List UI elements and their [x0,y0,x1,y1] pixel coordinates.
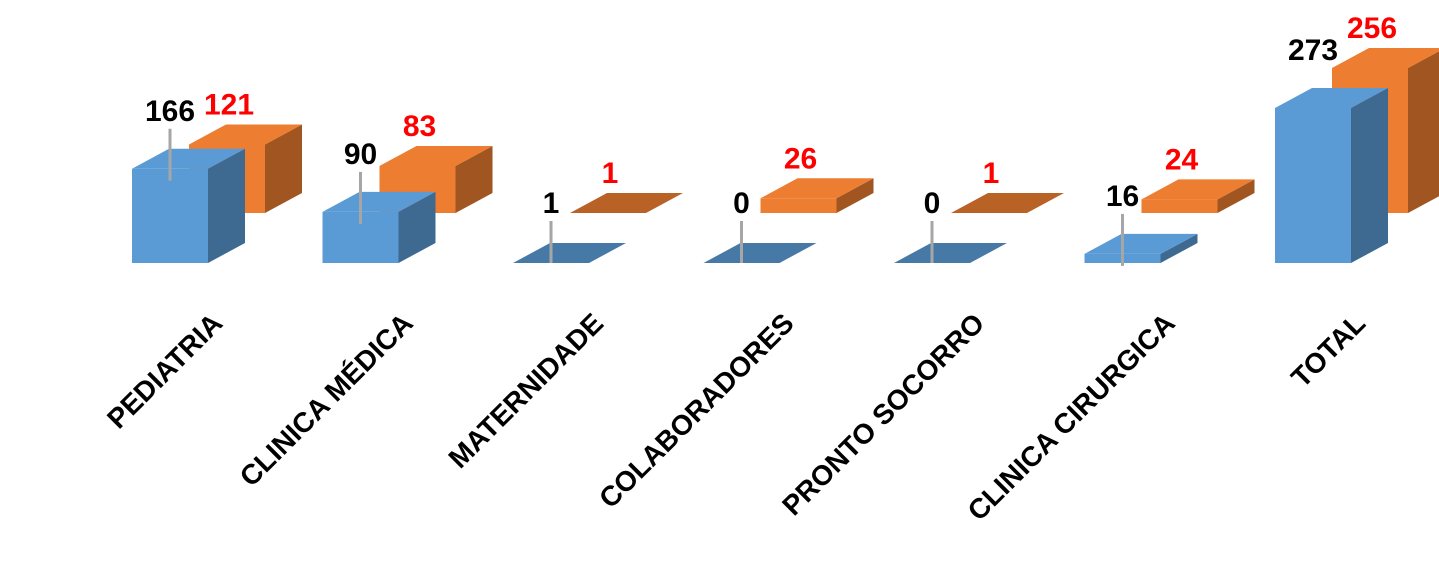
bar-series1-total-side [1351,88,1388,263]
bar-series2-colaboradores-front [760,198,837,213]
bar-series1-total-front [1275,108,1351,263]
bar-series1-clinica-medica-top [322,191,436,212]
category-label-clinica-medica: CLINICA MÉDICA [234,307,419,492]
chart-data-labels: 121 166 83 90 1 1 26 0 1 0 24 16 256 273 [145,12,1397,220]
data-label-series2-maternidade: 1 [602,157,619,190]
bar-series1-pediatria-side [208,148,245,263]
bar-series2-total-side [1408,51,1439,213]
bar-series1-clinica-cirurgica-side [1160,233,1198,263]
bar-series2-clinica-medica-top [379,145,493,166]
data-label-series2-clinica-cirurgica: 24 [1165,143,1199,176]
data-label-series2-pronto-socorro: 1 [983,157,1000,190]
bar-series1-total [1275,88,1388,263]
bar-series1-maternidade [513,243,626,263]
bar-series1-pediatria [132,148,245,263]
data-label-series1-colaboradores: 0 [733,187,750,220]
bar-series1-pronto-socorro-top [894,243,1007,263]
bar-series2-pediatria-top [189,124,302,145]
data-label-series2-total: 256 [1347,12,1397,45]
bar-series1-pediatria-front [132,168,208,263]
chart-leader-lines [168,128,1124,266]
data-label-series1-pronto-socorro: 0 [924,187,941,220]
category-label-maternidade: MATERNIDADE [442,307,609,474]
bar-series2-pronto-socorro [951,193,1064,213]
bar-series1-colaboradores-top [703,243,817,263]
bar-series2-maternidade-top [570,193,683,213]
chart-bars [132,48,1439,263]
bar-series2-clinica-cirurgica-side [1217,179,1255,213]
bar-series2-clinica-medica-side [455,145,493,213]
category-label-total: TOTAL [1285,307,1371,393]
bar-series1-pronto-socorro [894,243,1007,263]
chart-category-labels: PEDIATRIA CLINICA MÉDICA MATERNIDADECOLABO… [101,307,1371,526]
bar-series2-clinica-cirurgica [1141,179,1255,213]
data-label-series2-pediatria: 121 [204,88,254,121]
bar-series2-pronto-socorro-top [951,193,1064,213]
bar-series1-clinica-cirurgica [1084,233,1198,263]
bar-series1-total-top [1275,88,1388,108]
category-label-colaboradores: COLABORADORES [593,307,800,514]
bar-series2-colaboradores-side [836,178,874,213]
bar-series1-colaboradores [703,243,817,263]
bar-series1-clinica-medica-side [398,191,436,263]
category-label-pediatria: PEDIATRIA [101,307,228,434]
data-label-series1-total: 273 [1288,34,1338,67]
bar-series1-pediatria-top [132,148,245,169]
bar-series1-maternidade-top [513,243,626,263]
category-label-clinica-cirurgica: CLINICA CIRURGICA [962,307,1181,526]
bar-series2-clinica-cirurgica-top [1141,179,1255,200]
category-label-pronto-socorro: PRONTO SOCORRO [776,307,990,521]
bar-series2-colaboradores [760,178,874,213]
data-label-series2-colaboradores: 26 [784,142,817,175]
bar-series1-clinica-medica [322,191,436,263]
bar-series2-pediatria-side [265,124,302,213]
data-label-series1-pediatria: 166 [145,95,195,128]
bar-series2-colaboradores-top [760,178,874,199]
data-label-series1-clinica-medica: 90 [344,138,377,171]
bar-series1-clinica-cirurgica-top [1084,233,1198,254]
bar-series2-maternidade [570,193,683,213]
data-label-series1-maternidade: 1 [543,187,560,220]
bar-series2-total-top [1332,48,1439,68]
data-label-series2-clinica-medica: 83 [403,110,436,143]
data-label-series1-clinica-cirurgica: 16 [1106,180,1139,213]
bar-series2-clinica-cirurgica-front [1141,199,1218,213]
